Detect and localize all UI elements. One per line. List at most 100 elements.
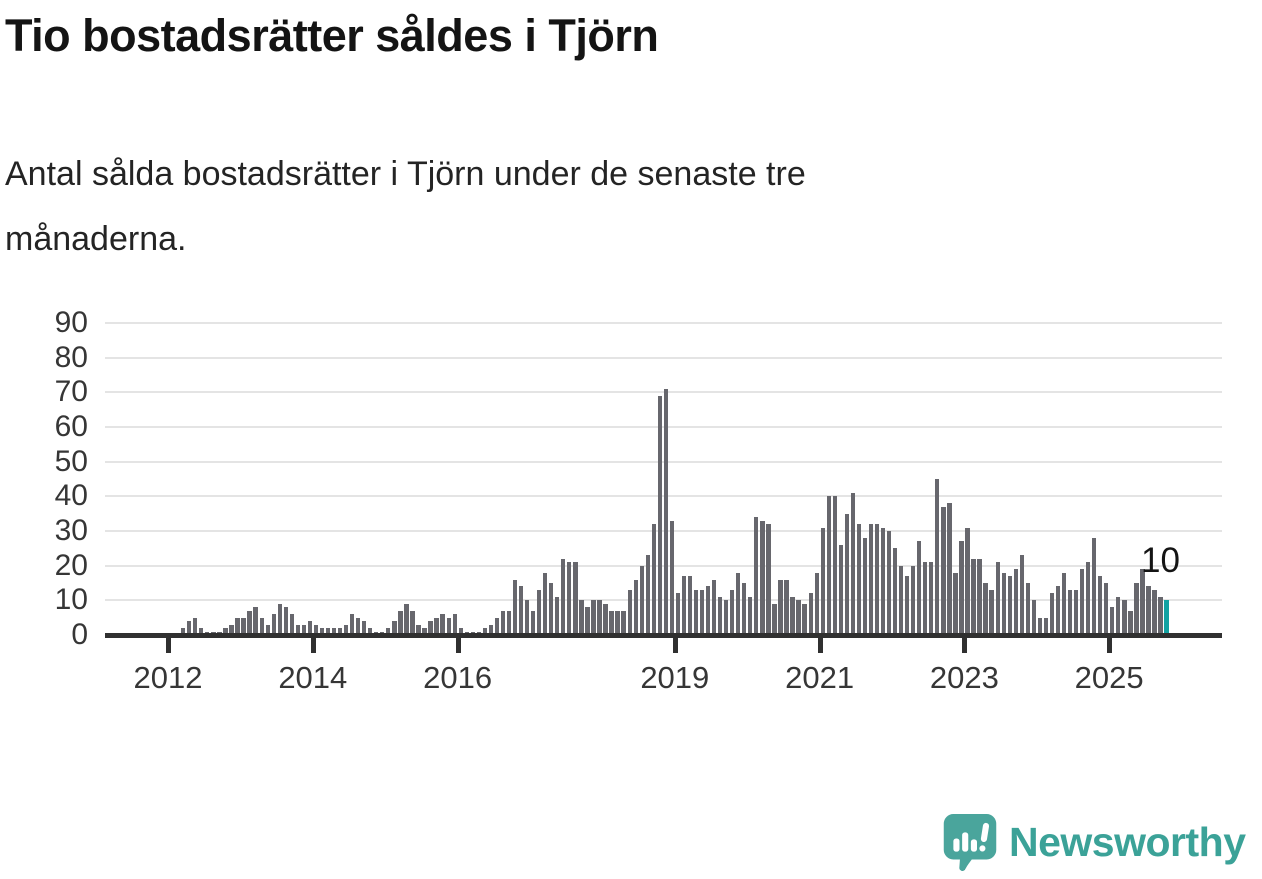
bar [935, 479, 940, 635]
bar [892, 548, 898, 635]
bar [404, 603, 409, 635]
bar [627, 589, 632, 635]
bar [1158, 596, 1163, 635]
bar [868, 524, 874, 635]
bar [1007, 576, 1012, 635]
x-axis-label-2016: 2016 [423, 660, 493, 695]
bar [1110, 607, 1115, 635]
bar [241, 617, 246, 635]
bar [947, 503, 952, 635]
bar [319, 628, 325, 635]
bar [693, 589, 699, 635]
bar [977, 558, 982, 635]
bar [826, 496, 831, 635]
bar [349, 614, 355, 635]
bar [850, 492, 856, 635]
bar [193, 617, 198, 635]
x-axis-tick-2016 [455, 638, 461, 653]
bar [953, 572, 958, 635]
bar [669, 520, 675, 635]
bar [862, 537, 868, 635]
x-axis-tick-2023 [962, 638, 968, 653]
bar [1116, 596, 1121, 635]
bar [271, 614, 276, 635]
bar [579, 600, 584, 635]
bar [730, 589, 735, 635]
bar [880, 527, 886, 635]
bar [500, 610, 506, 635]
bar [337, 628, 343, 635]
gridline-30 [105, 529, 1222, 532]
bar [1122, 600, 1127, 635]
bar [778, 579, 783, 635]
bar [705, 586, 711, 635]
bar [549, 583, 554, 635]
gridline-50 [105, 460, 1222, 463]
bar [585, 607, 590, 635]
bar [494, 617, 500, 635]
bar [416, 624, 421, 635]
y-axis-label-10: 10 [54, 583, 88, 617]
gridline-40 [105, 495, 1222, 498]
bar [331, 628, 337, 635]
bar [1098, 576, 1103, 635]
bar [1031, 600, 1037, 635]
bar [1152, 589, 1157, 635]
bar [923, 562, 928, 635]
bar [1001, 572, 1006, 635]
x-axis-label-2021: 2021 [785, 660, 855, 695]
y-axis-label-20: 20 [54, 548, 88, 582]
bar [1073, 589, 1079, 635]
bar [362, 621, 367, 635]
y-axis-label-40: 40 [54, 479, 88, 513]
bar [1019, 555, 1024, 635]
bar [790, 596, 795, 635]
bar [223, 628, 228, 635]
bar [591, 600, 596, 635]
bar [995, 562, 1000, 635]
bar [229, 624, 234, 635]
bar [1134, 583, 1139, 635]
bar [458, 628, 463, 635]
x-axis-tick-2012 [166, 638, 171, 653]
newsworthy-wordmark: Newsworthy [1009, 819, 1246, 865]
bar [1140, 569, 1145, 635]
bar [235, 617, 240, 635]
bar [1055, 586, 1061, 635]
bar [663, 388, 668, 635]
bar [657, 395, 662, 635]
bar-chart-speech-bubble-icon [943, 814, 997, 871]
bar [645, 555, 650, 635]
x-axis-label-2025: 2025 [1074, 660, 1144, 695]
bar [1104, 583, 1109, 635]
bar [524, 600, 530, 635]
x-axis-label-2023: 2023 [929, 660, 999, 695]
bar [796, 600, 801, 635]
bar [1067, 589, 1073, 635]
x-axis-tick-2019 [672, 638, 678, 653]
bar [573, 562, 578, 635]
bar [989, 589, 994, 635]
bar [808, 593, 813, 635]
bar [567, 562, 572, 635]
bar [898, 565, 904, 635]
gridline-90 [105, 321, 1222, 324]
bar [1092, 537, 1097, 635]
bar [1025, 583, 1030, 635]
x-axis-tick-2025 [1107, 638, 1113, 653]
newsworthy-logo: Newsworthy [942, 812, 1246, 872]
bar [181, 628, 186, 635]
bar [886, 531, 892, 635]
bar [1128, 610, 1133, 635]
bar [772, 603, 777, 635]
bar [651, 524, 656, 635]
bar [681, 576, 687, 635]
bar [718, 596, 723, 635]
bar [754, 517, 759, 635]
bar [609, 610, 614, 635]
x-axis-tick-2021 [817, 638, 823, 653]
bar [512, 579, 518, 635]
bar [422, 628, 427, 635]
bar [766, 524, 771, 635]
